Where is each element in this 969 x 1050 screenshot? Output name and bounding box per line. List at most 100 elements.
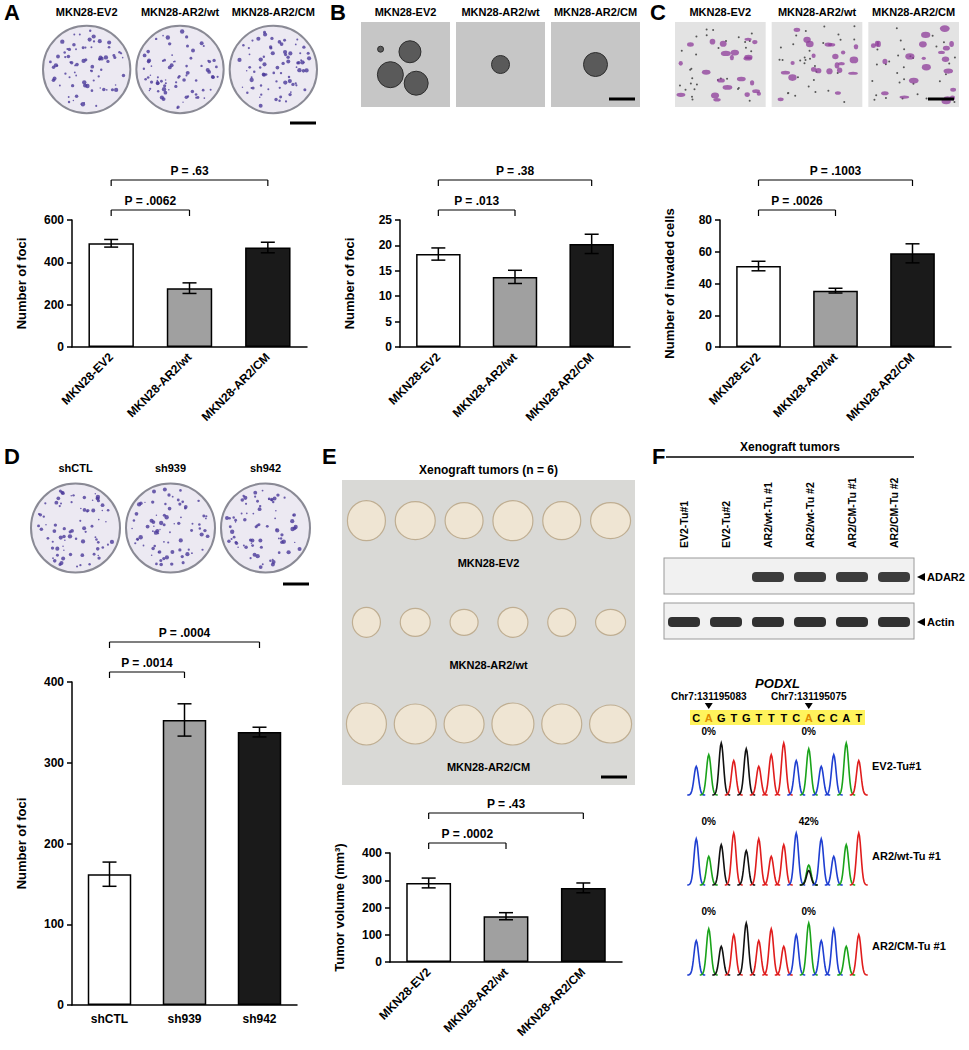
svg-text:Actin: Actin: [927, 616, 955, 628]
svg-text:0%: 0%: [702, 726, 717, 737]
svg-text:D: D: [4, 444, 20, 469]
svg-text:20: 20: [379, 238, 393, 252]
svg-text:MKN28-AR2/CM: MKN28-AR2/CM: [554, 6, 637, 18]
svg-text:Number of foci: Number of foci: [14, 238, 29, 330]
svg-text:0%: 0%: [802, 906, 817, 917]
svg-text:C: C: [830, 712, 838, 724]
svg-text:E: E: [322, 444, 337, 469]
svg-text:MKN28-AR2/CM: MKN28-AR2/CM: [232, 6, 315, 18]
svg-text:MKN28-AR2/wt: MKN28-AR2/wt: [461, 6, 540, 18]
svg-text:MKN28-AR2/wt: MKN28-AR2/wt: [141, 6, 220, 18]
svg-text:Number of foci: Number of foci: [14, 798, 29, 890]
svg-text:shCTL: shCTL: [91, 1012, 128, 1026]
svg-text:600: 600: [44, 213, 64, 227]
svg-text:AR2/CM-Tu #1: AR2/CM-Tu #1: [846, 477, 858, 548]
svg-text:T: T: [768, 712, 775, 724]
svg-text:60: 60: [699, 245, 713, 259]
svg-text:300: 300: [44, 756, 64, 770]
svg-text:EV2-Tu#2: EV2-Tu#2: [720, 501, 732, 548]
svg-text:MKN28-AR2/wt: MKN28-AR2/wt: [450, 350, 520, 420]
svg-text:A: A: [705, 712, 713, 724]
svg-text:MKN28-EV2: MKN28-EV2: [706, 350, 764, 408]
svg-text:Number of invaded cells: Number of invaded cells: [662, 208, 677, 358]
svg-text:MKN28-AR2/CM: MKN28-AR2/CM: [872, 6, 955, 18]
svg-text:0: 0: [705, 340, 712, 354]
svg-text:Tumor volume (mm³): Tumor volume (mm³): [332, 843, 347, 971]
svg-text:AR2/wt-Tu #1: AR2/wt-Tu #1: [762, 482, 774, 548]
svg-text:AR2/wt-Tu #2: AR2/wt-Tu #2: [804, 482, 816, 548]
svg-text:MKN28-EV2: MKN28-EV2: [376, 965, 434, 1023]
svg-text:80: 80: [699, 213, 713, 227]
svg-text:100: 100: [44, 917, 64, 931]
svg-text:P = .43: P = .43: [487, 797, 525, 811]
svg-text:sh939: sh939: [155, 462, 186, 474]
svg-text:25: 25: [379, 213, 393, 227]
svg-text:G: G: [717, 712, 726, 724]
svg-text:MKN28-EV2: MKN28-EV2: [56, 6, 118, 18]
svg-text:Chr7:131195083: Chr7:131195083: [671, 691, 747, 702]
svg-text:300: 300: [362, 873, 382, 887]
svg-text:15: 15: [379, 264, 393, 278]
svg-text:MKN28-AR2/wt: MKN28-AR2/wt: [449, 659, 528, 671]
svg-text:0%: 0%: [802, 726, 817, 737]
svg-text:MKN28-AR2/CM: MKN28-AR2/CM: [447, 761, 530, 773]
svg-text:sh942: sh942: [250, 462, 281, 474]
svg-text:C: C: [792, 712, 800, 724]
svg-text:EV2-Tu#1: EV2-Tu#1: [872, 760, 921, 772]
svg-text:MKN28-AR2/wt: MKN28-AR2/wt: [770, 350, 840, 420]
svg-text:A: A: [842, 712, 850, 724]
svg-text:T: T: [730, 712, 737, 724]
svg-text:sh942: sh942: [242, 1012, 276, 1026]
svg-text:T: T: [855, 712, 862, 724]
svg-text:200: 200: [44, 837, 64, 851]
svg-text:MKN28-AR2/CM: MKN28-AR2/CM: [514, 965, 588, 1039]
svg-text:MKN28-EV2: MKN28-EV2: [386, 350, 444, 408]
svg-text:P = .0026: P = .0026: [771, 194, 823, 208]
svg-text:0: 0: [57, 340, 64, 354]
svg-text:MKN28-AR2/CM: MKN28-AR2/CM: [523, 350, 597, 424]
svg-text:G: G: [742, 712, 751, 724]
svg-text:MKN28-AR2/CM: MKN28-AR2/CM: [844, 350, 918, 424]
svg-text:200: 200: [362, 901, 382, 915]
svg-text:200: 200: [44, 298, 64, 312]
svg-text:Number of foci: Number of foci: [342, 238, 357, 330]
svg-text:MKN28-EV2: MKN28-EV2: [59, 350, 117, 408]
svg-text:0%: 0%: [702, 906, 717, 917]
svg-text:20: 20: [699, 308, 713, 322]
svg-text:EV2-Tu#1: EV2-Tu#1: [678, 501, 690, 548]
svg-text:400: 400: [362, 846, 382, 860]
svg-text:T: T: [755, 712, 762, 724]
svg-text:0: 0: [375, 955, 382, 969]
svg-text:10: 10: [379, 289, 393, 303]
svg-text:MKN28-AR2/wt: MKN28-AR2/wt: [124, 350, 194, 420]
svg-text:P = .0062: P = .0062: [125, 194, 177, 208]
svg-text:MKN28-AR2/wt: MKN28-AR2/wt: [441, 965, 511, 1035]
svg-text:AR2/CM-Tu #2: AR2/CM-Tu #2: [888, 477, 900, 548]
svg-text:C: C: [817, 712, 825, 724]
svg-text:C: C: [692, 712, 700, 724]
svg-text:P = .38: P = .38: [496, 164, 534, 178]
svg-text:P = .1003: P = .1003: [810, 164, 862, 178]
svg-text:C: C: [650, 0, 666, 25]
svg-text:P = .0004: P = .0004: [159, 626, 211, 640]
svg-text:42%: 42%: [799, 816, 819, 827]
svg-text:P = .0002: P = .0002: [442, 827, 494, 841]
svg-text:P = .013: P = .013: [454, 194, 499, 208]
svg-text:400: 400: [44, 675, 64, 689]
svg-text:40: 40: [699, 277, 713, 291]
svg-text:PODXL: PODXL: [755, 676, 800, 691]
svg-text:MKN28-AR2/wt: MKN28-AR2/wt: [778, 6, 857, 18]
svg-text:P = .63: P = .63: [170, 164, 208, 178]
svg-text:MKN28-EV2: MKN28-EV2: [458, 557, 520, 569]
svg-text:B: B: [330, 0, 346, 25]
svg-text:shCTL: shCTL: [58, 462, 93, 474]
svg-text:ADAR2: ADAR2: [927, 571, 965, 583]
svg-text:F: F: [652, 444, 665, 469]
svg-text:MKN28-EV2: MKN28-EV2: [375, 6, 437, 18]
svg-text:sh939: sh939: [167, 1012, 201, 1026]
svg-text:MKN28-EV2: MKN28-EV2: [689, 6, 751, 18]
svg-text:A: A: [4, 0, 20, 25]
svg-text:0%: 0%: [702, 816, 717, 827]
svg-text:A: A: [805, 712, 813, 724]
svg-text:0: 0: [57, 998, 64, 1012]
